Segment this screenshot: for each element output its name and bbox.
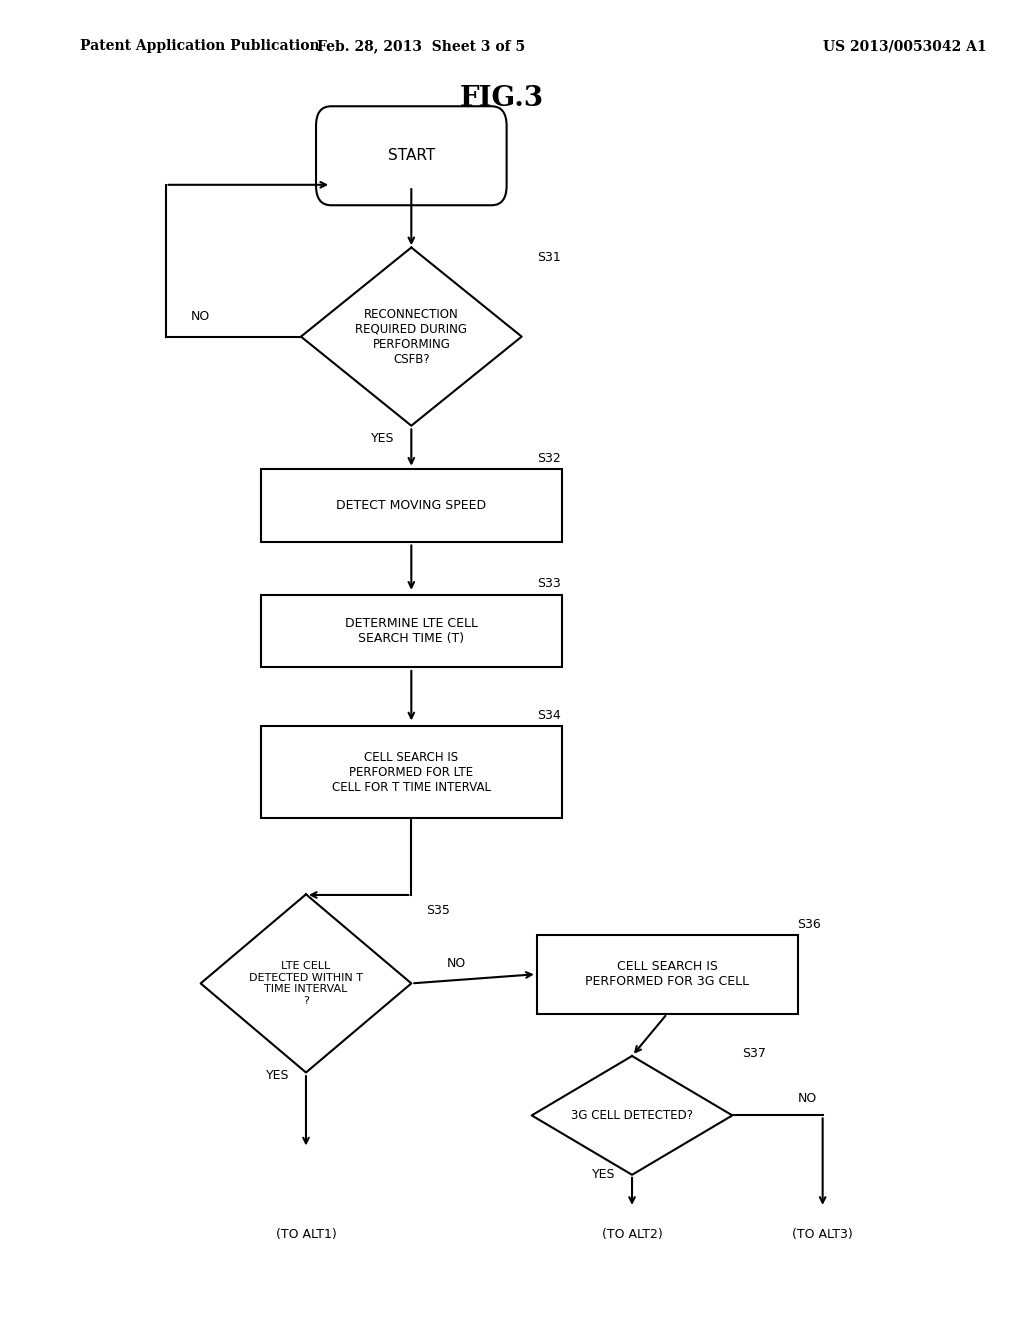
- Text: START: START: [388, 148, 435, 164]
- FancyBboxPatch shape: [261, 594, 562, 668]
- FancyBboxPatch shape: [261, 469, 562, 541]
- Text: CELL SEARCH IS
PERFORMED FOR 3G CELL: CELL SEARCH IS PERFORMED FOR 3G CELL: [585, 960, 750, 989]
- Text: (TO ALT1): (TO ALT1): [275, 1228, 336, 1241]
- Text: FIG.3: FIG.3: [460, 86, 544, 112]
- Text: S33: S33: [537, 577, 560, 590]
- Text: RECONNECTION
REQUIRED DURING
PERFORMING
CSFB?: RECONNECTION REQUIRED DURING PERFORMING …: [355, 308, 467, 366]
- Text: NO: NO: [446, 957, 466, 970]
- Polygon shape: [201, 895, 412, 1072]
- Text: Patent Application Publication: Patent Application Publication: [80, 40, 319, 53]
- Text: NO: NO: [190, 310, 210, 323]
- Text: 3G CELL DETECTED?: 3G CELL DETECTED?: [571, 1109, 693, 1122]
- Text: S31: S31: [537, 251, 560, 264]
- Polygon shape: [531, 1056, 732, 1175]
- Text: S32: S32: [537, 451, 560, 465]
- Text: CELL SEARCH IS
PERFORMED FOR LTE
CELL FOR T TIME INTERVAL: CELL SEARCH IS PERFORMED FOR LTE CELL FO…: [332, 751, 490, 793]
- Text: US 2013/0053042 A1: US 2013/0053042 A1: [822, 40, 986, 53]
- Text: YES: YES: [592, 1168, 615, 1181]
- Text: DETERMINE LTE CELL
SEARCH TIME (T): DETERMINE LTE CELL SEARCH TIME (T): [345, 616, 478, 645]
- FancyBboxPatch shape: [261, 726, 562, 818]
- Text: DETECT MOVING SPEED: DETECT MOVING SPEED: [336, 499, 486, 512]
- Text: S35: S35: [426, 904, 451, 917]
- Text: (TO ALT2): (TO ALT2): [602, 1228, 663, 1241]
- Text: YES: YES: [371, 432, 394, 445]
- Text: S36: S36: [798, 917, 821, 931]
- Text: NO: NO: [798, 1092, 817, 1105]
- Text: YES: YES: [266, 1069, 290, 1082]
- Text: S34: S34: [537, 709, 560, 722]
- Text: S37: S37: [742, 1047, 766, 1060]
- FancyBboxPatch shape: [537, 935, 798, 1014]
- Text: Feb. 28, 2013  Sheet 3 of 5: Feb. 28, 2013 Sheet 3 of 5: [317, 40, 525, 53]
- FancyBboxPatch shape: [316, 107, 507, 205]
- Text: (TO ALT3): (TO ALT3): [793, 1228, 853, 1241]
- Text: LTE CELL
DETECTED WITHIN T
TIME INTERVAL
?: LTE CELL DETECTED WITHIN T TIME INTERVAL…: [249, 961, 362, 1006]
- Polygon shape: [301, 248, 521, 425]
